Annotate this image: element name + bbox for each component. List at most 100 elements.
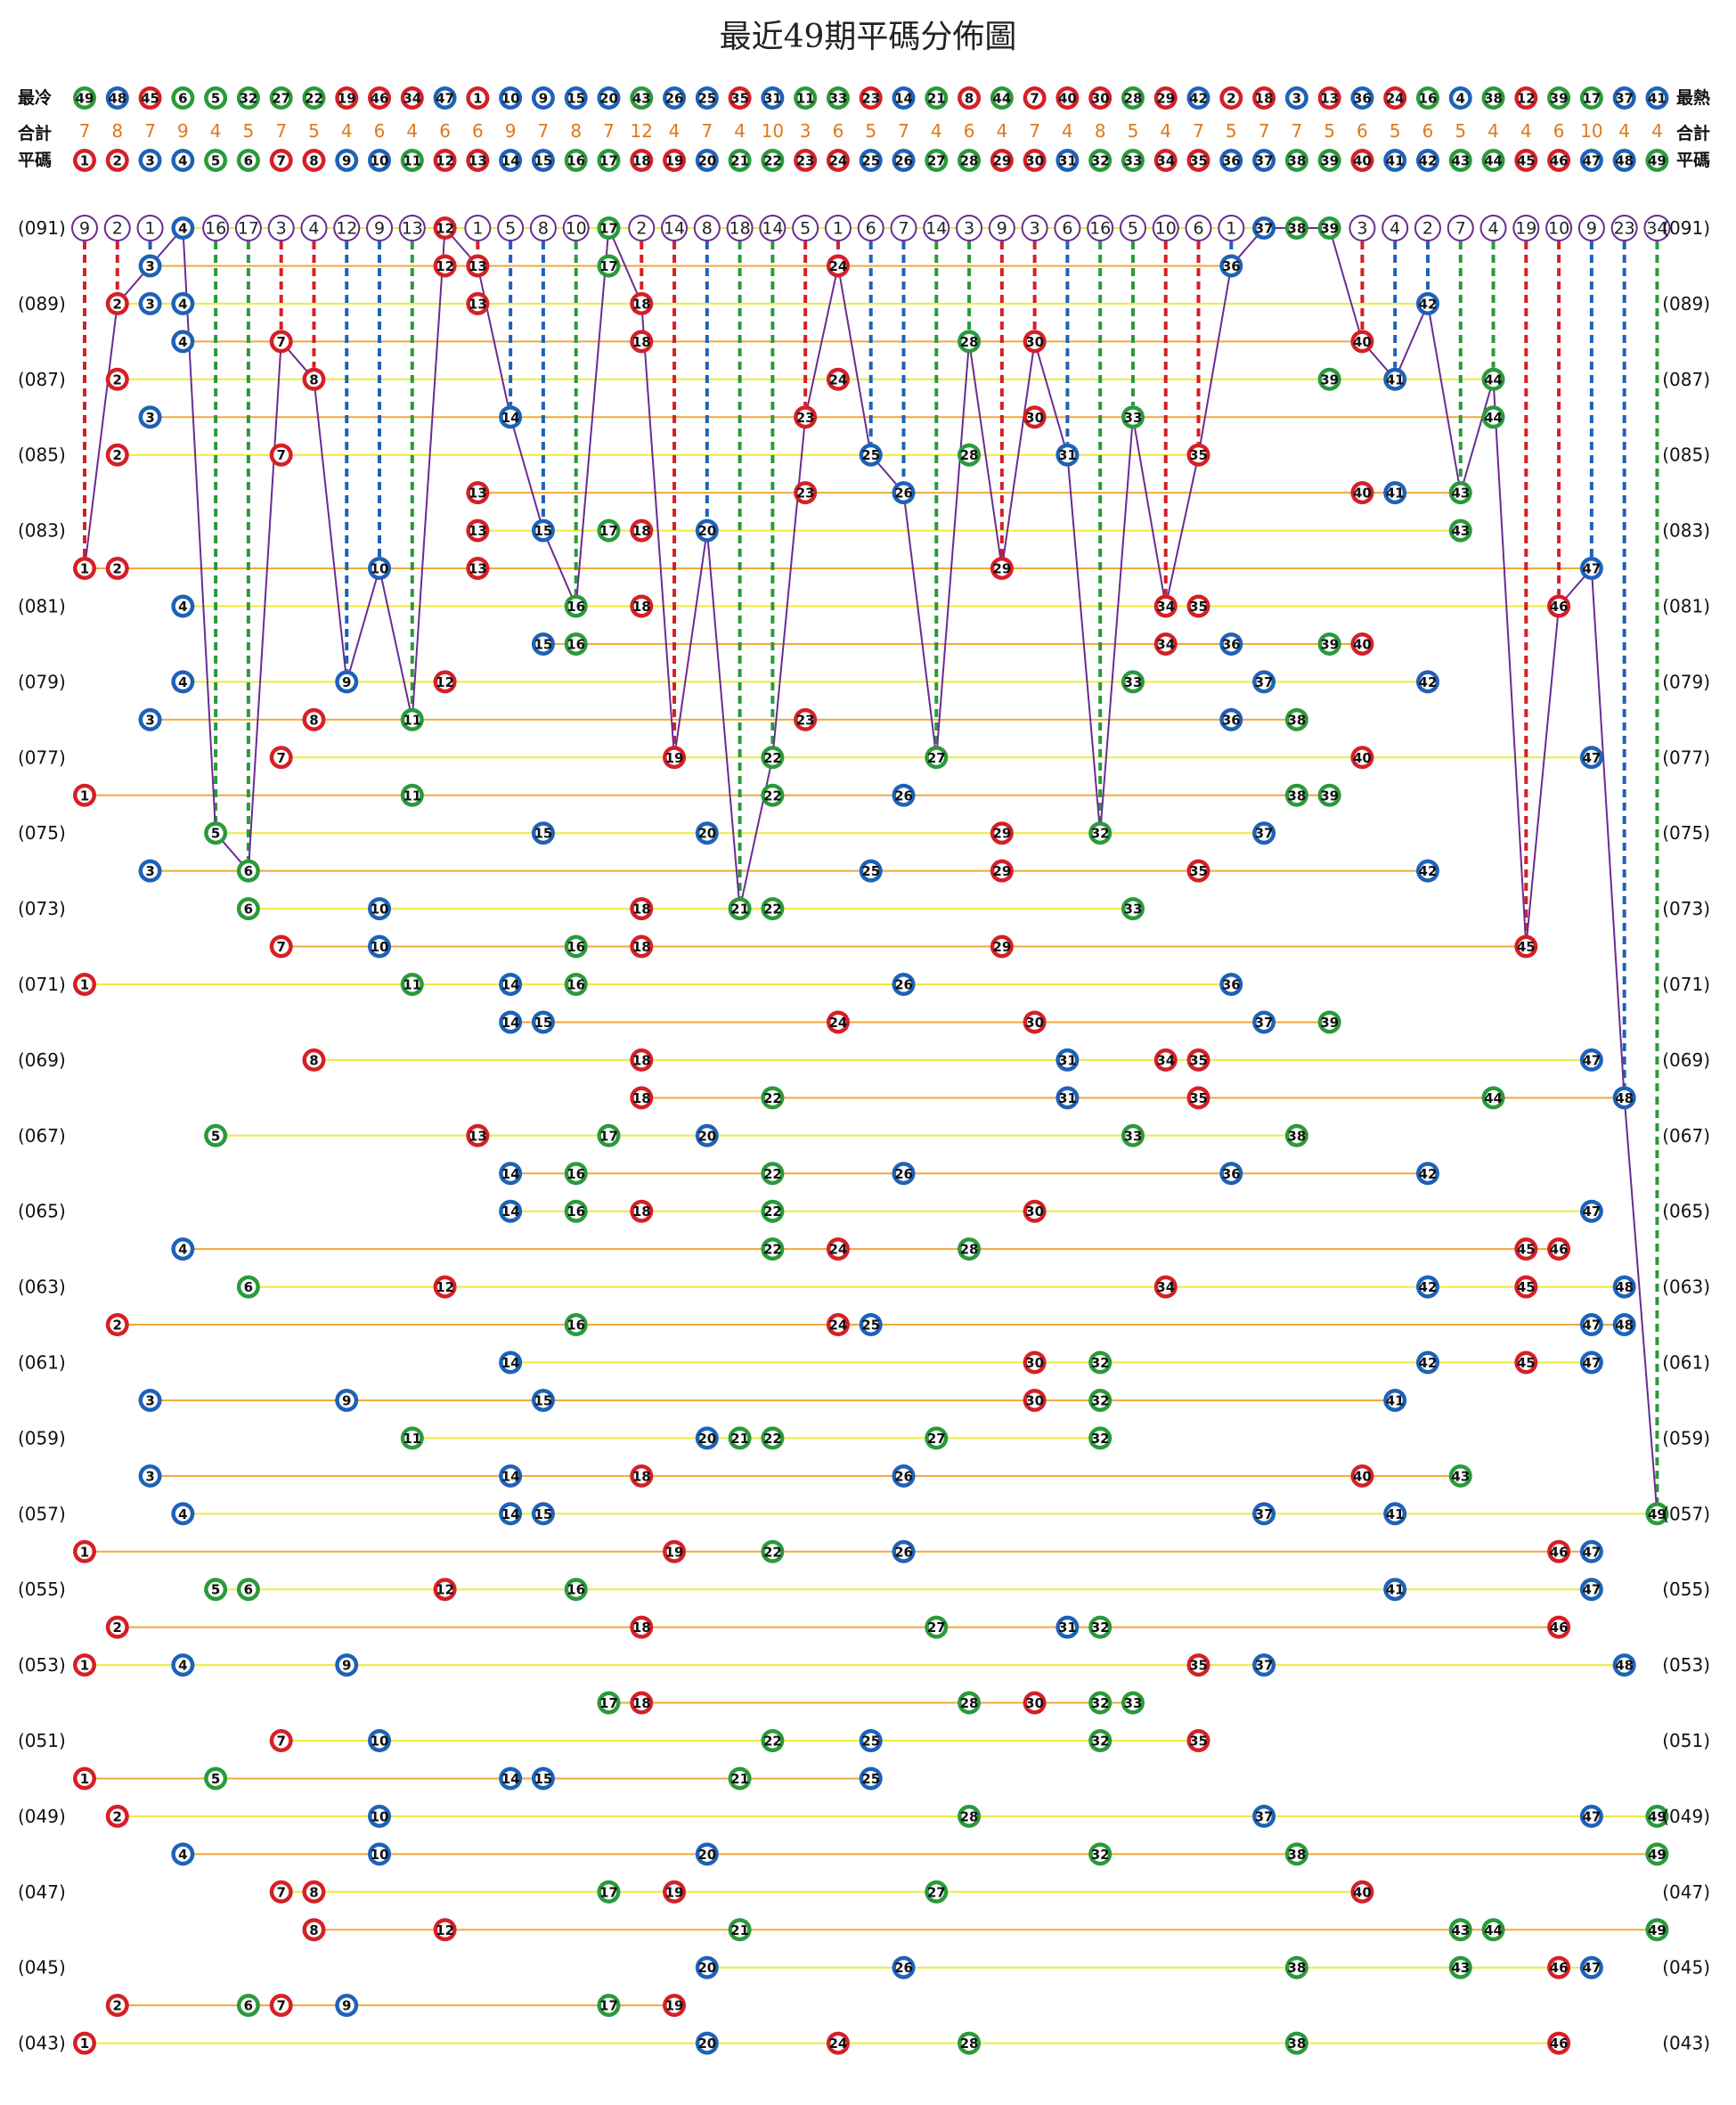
ball-number: 12 [1517,91,1536,107]
ball-number: 47 [1582,1355,1601,1371]
drawn-ball: 10 [368,1842,392,1866]
drawn-ball: 46 [1547,1539,1571,1563]
hot-cold-ball: 11 [794,86,818,110]
drawn-ball: 13 [466,557,490,581]
missing-count-marker: 10 [1152,215,1179,241]
drawn-ball: 20 [695,1426,719,1450]
missing-count: 10 [566,219,587,239]
regular-number-ball: 39 [1317,149,1341,172]
ball-number: 30 [1025,1355,1044,1371]
drawn-ball: 14 [499,1766,523,1791]
ball-number: 40 [1353,334,1372,350]
ball-number: 41 [1386,1506,1405,1522]
ball-number: 13 [1320,91,1339,107]
drawn-ball: 21 [728,1918,752,1942]
total-count: 4 [1520,120,1532,142]
period-label-right: (085) [1662,445,1710,466]
hot-cold-ball: 42 [1186,86,1210,110]
regular-number-ball: 29 [990,149,1014,172]
period-label: (073) [18,898,66,919]
ball-number: 27 [927,1431,946,1447]
missing-count: 2 [1422,219,1433,239]
ball-number: 32 [1091,1695,1110,1711]
missing-count-marker: 23 [1610,215,1638,241]
hot-cold-ball: 10 [499,86,523,110]
missing-count-marker: 4 [300,215,328,241]
drawn-ball: 44 [1481,1086,1505,1110]
ball-number: 15 [566,91,585,107]
drawn-ball: 22 [761,897,785,921]
regular-number-ball: 36 [1219,149,1243,172]
ball-number: 31 [1058,447,1077,463]
ball-number: 6 [244,1998,253,2014]
drawn-ball: 27 [925,1880,949,1904]
ball-number: 11 [403,1431,421,1447]
ball-number: 17 [599,153,618,169]
drawn-ball: 38 [1284,2031,1308,2055]
coldest-label: 最冷 [18,87,52,108]
regular-number-ball: 11 [400,149,424,172]
ball-number: 37 [1255,153,1274,169]
drawn-ball: 45 [1514,934,1538,959]
drawn-ball: 14 [499,1162,523,1186]
ball-number: 7 [276,1884,285,1900]
drawn-ball: 4 [171,216,195,240]
drawn-ball: 46 [1547,1955,1571,1979]
ball-number: 19 [665,1884,684,1900]
drawn-ball: 40 [1350,746,1374,770]
missing-count-marker: 9 [366,215,394,241]
ball-number: 1 [80,787,89,804]
total-count: 6 [833,120,844,142]
ball-number: 46 [1550,153,1569,169]
drawn-ball: 42 [1415,670,1439,694]
ball-number: 28 [1124,91,1143,107]
ball-number: 18 [632,1468,651,1484]
ball-number: 5 [211,91,220,107]
ball-number: 2 [113,1318,122,1334]
ball-number: 5 [211,1582,220,1598]
period-label: (057) [18,1503,66,1524]
regular-number-ball: 25 [859,149,883,172]
period-label: (087) [18,369,66,390]
drawn-ball: 7 [269,934,293,959]
ball-number: 16 [566,1166,585,1182]
period-label: (045) [18,1957,66,1979]
ball-number: 33 [1124,1128,1143,1144]
drawn-ball: 2 [105,443,129,467]
missing-count: 34 [1646,219,1667,239]
ball-number: 29 [1156,91,1175,107]
ball-number: 33 [829,91,848,107]
ball-number: 35 [1189,863,1208,879]
ball-number: 21 [730,902,749,918]
ball-number: 47 [1582,1808,1601,1824]
drawn-ball: 15 [531,1010,555,1034]
missing-count: 16 [205,219,226,239]
ball-number: 14 [501,1771,520,1787]
ball-number: 41 [1386,371,1405,388]
ball-number: 18 [632,1620,651,1636]
ball-number: 8 [309,1052,318,1068]
missing-count-marker: 1 [136,215,164,241]
ball-number: 8 [309,1884,318,1900]
drawn-ball: 23 [794,481,818,505]
missing-count-marker: 2 [1414,215,1441,241]
ball-number: 47 [1582,1582,1601,1598]
ball-number: 24 [829,1242,848,1258]
drawn-ball: 32 [1088,1842,1113,1866]
ball-number: 35 [1189,599,1208,615]
drawn-ball: 3 [138,859,162,883]
drawn-ball: 8 [302,707,326,731]
ball-number: 13 [469,523,487,539]
period-label-right: (057) [1662,1503,1710,1524]
ball-number: 18 [632,599,651,615]
drawn-ball: 47 [1579,1955,1603,1979]
period-label-right: (061) [1662,1352,1710,1374]
drawn-ball: 35 [1186,1729,1210,1752]
hot-cold-ball: 16 [1415,86,1439,110]
drawn-ball: 29 [990,821,1014,845]
drawn-ball: 29 [990,934,1014,959]
drawn-ball: 28 [958,1691,982,1715]
drawn-ball: 21 [728,1426,752,1450]
drawn-ball: 25 [859,1313,883,1337]
drawn-ball: 23 [794,707,818,731]
